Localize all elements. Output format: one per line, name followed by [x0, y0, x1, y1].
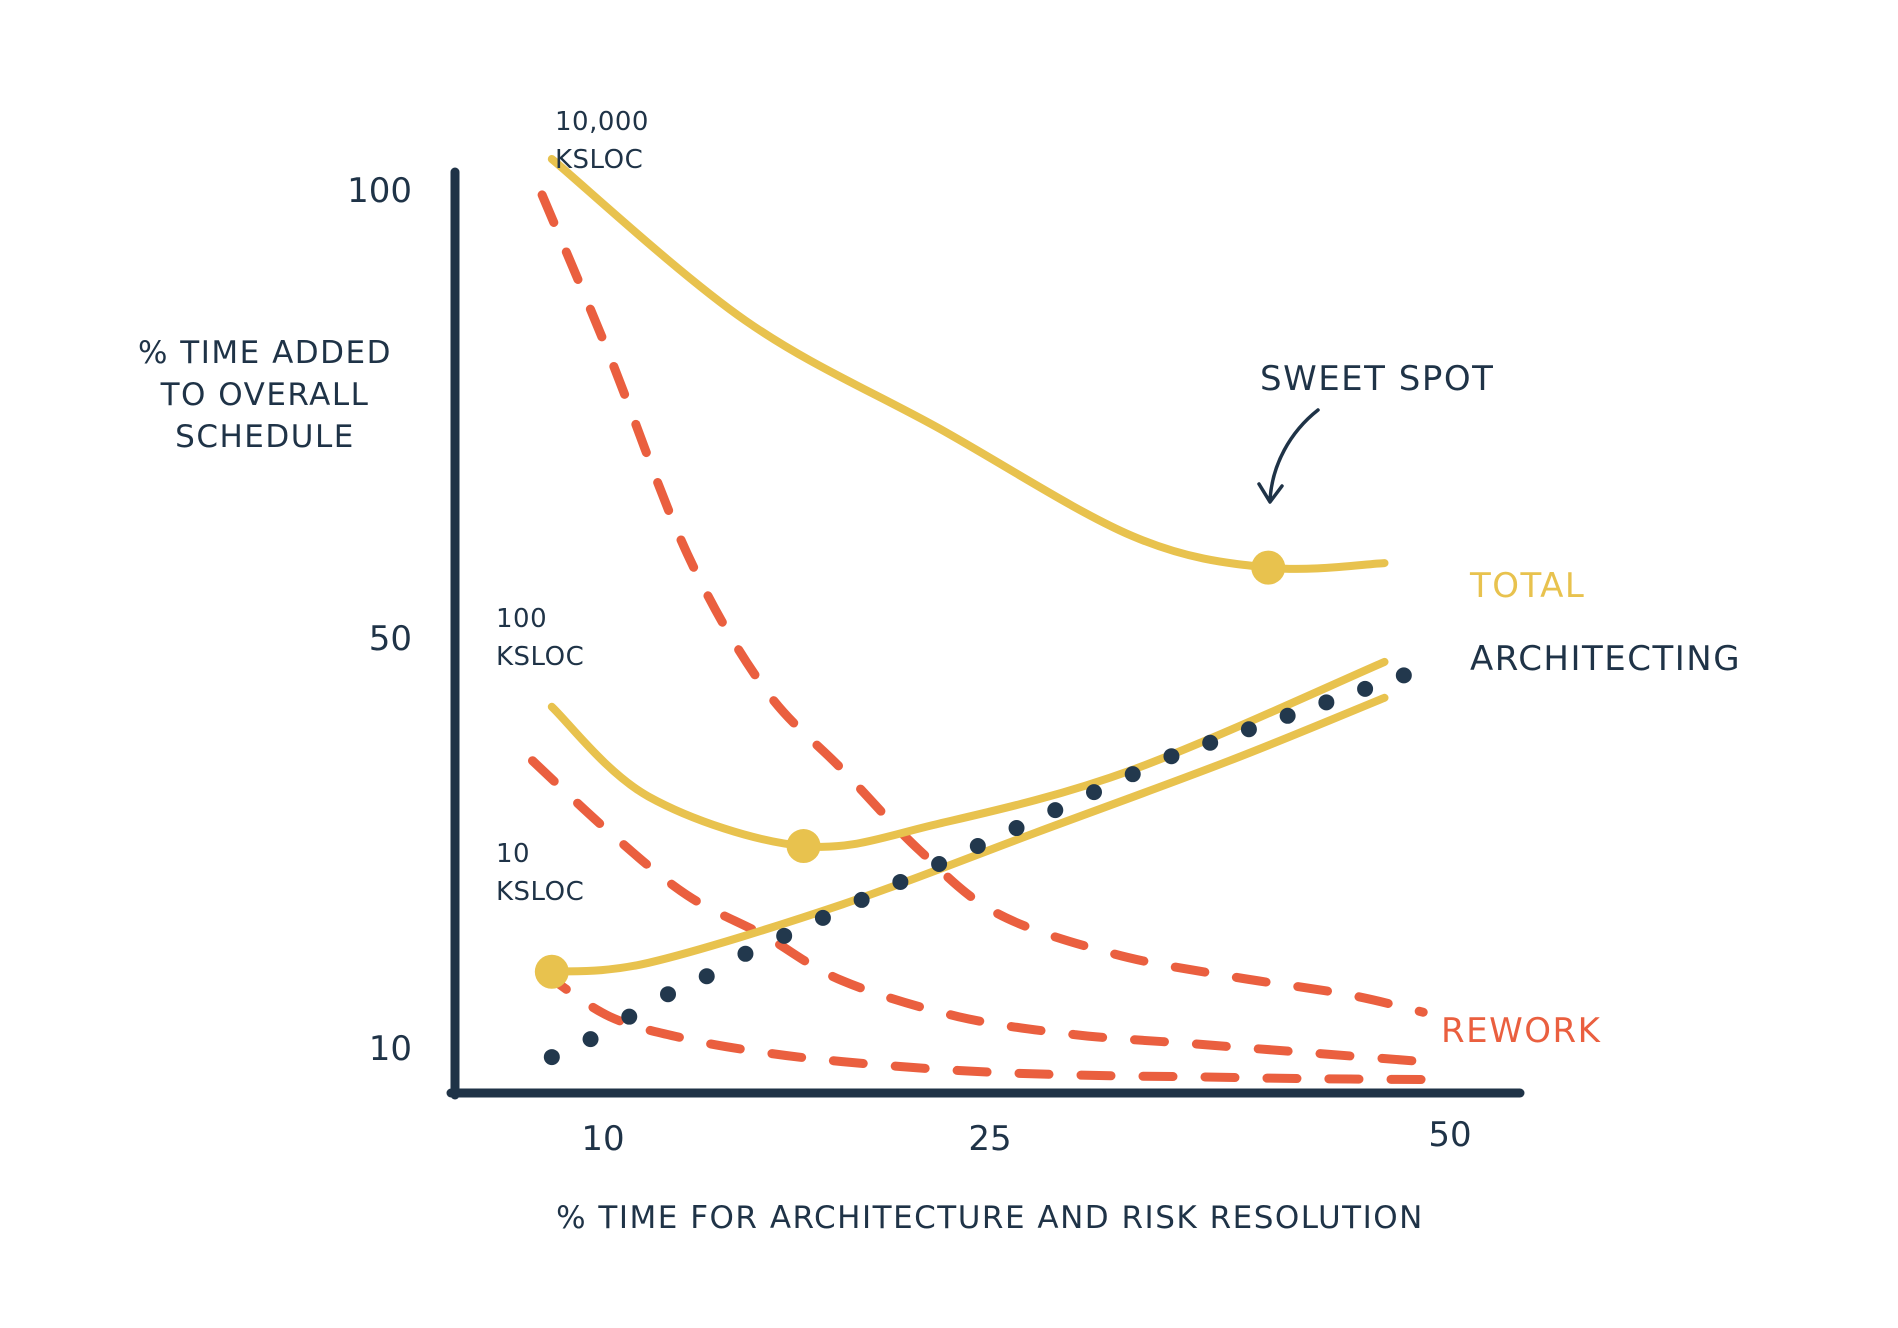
total-line-10-ksloc: [547, 693, 1389, 976]
architecting-point-3: [621, 1008, 638, 1025]
plot-area: [528, 155, 1428, 1084]
sweet-spot-marker-10-ksloc: [534, 954, 569, 989]
architecting-point-14: [1047, 802, 1064, 819]
ksloc-100-unit: KSLOC: [496, 642, 584, 672]
x-axis-title: % TIME FOR ARCHITECTURE AND RISK RESOLUT…: [556, 1200, 1424, 1236]
rework-line-100-ksloc: [528, 756, 1428, 1067]
ksloc-10-number: 10: [496, 839, 530, 869]
architecting-point-15: [1086, 784, 1102, 801]
architecting-point-4: [660, 986, 676, 1003]
sweet-spot-label: SWEET SPOT: [1260, 359, 1494, 399]
rework-line-10-ksloc: [537, 967, 1428, 1084]
total-label: TOTAL: [1469, 566, 1585, 606]
y-tick-10: 10: [369, 1029, 412, 1069]
architecting-point-12: [969, 838, 986, 855]
architecting-point-1: [543, 1049, 560, 1066]
architecting-point-6: [737, 945, 754, 962]
architecting-point-10: [892, 873, 909, 890]
y-axis-title-line-3: SCHEDULE: [175, 419, 355, 455]
architecting-point-8: [814, 909, 831, 926]
architecting-point-18: [1202, 734, 1219, 751]
ksloc-10000-unit: KSLOC: [555, 145, 643, 175]
architecting-point-7: [776, 927, 793, 944]
ksloc-100-number: 100: [496, 604, 547, 634]
total-line-100-ksloc: [547, 657, 1389, 851]
architecting-point-16: [1124, 766, 1141, 783]
architecting-point-13: [1008, 820, 1025, 837]
architecting-point-23: [1395, 667, 1412, 684]
ksloc-10000-number: 10,000: [555, 107, 649, 137]
sweet-spot-marker-10-000-ksloc: [1251, 550, 1286, 585]
y-tick-100: 100: [347, 171, 412, 211]
rework-line-10-000-ksloc: [537, 190, 1428, 1017]
y-tick-50: 50: [369, 619, 412, 659]
rework-label: REWORK: [1441, 1011, 1602, 1051]
architecting-point-20: [1279, 707, 1296, 724]
y-axis-title-line-2: TO OVERALL: [160, 377, 370, 413]
architecting-point-9: [853, 891, 870, 908]
sweet-spot-arrow: [1268, 408, 1320, 502]
sweet-spot-arrowhead: [1257, 482, 1284, 504]
x-tick-25: 25: [968, 1119, 1011, 1159]
ksloc-10-unit: KSLOC: [496, 877, 584, 907]
architecting-point-2: [582, 1031, 599, 1048]
architecting-point-11: [931, 855, 948, 872]
architecting-point-21: [1318, 694, 1335, 711]
y-axis-title-line-1: % TIME ADDED: [138, 335, 392, 371]
architecting-point-19: [1240, 721, 1257, 738]
architecting-point-17: [1163, 748, 1180, 765]
architecting-point-22: [1357, 680, 1374, 697]
x-tick-10: 10: [581, 1119, 624, 1159]
sweet-spot-marker-100-ksloc: [786, 829, 821, 864]
x-tick-50: 50: [1428, 1115, 1471, 1155]
architecting-point-5: [698, 968, 715, 985]
architecting-label: ARCHITECTING: [1470, 639, 1741, 679]
